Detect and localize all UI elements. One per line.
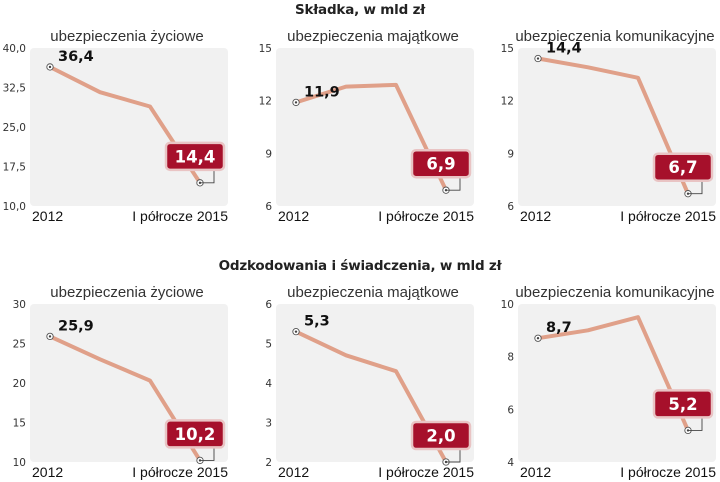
end-value-box — [410, 420, 472, 451]
x-label-start: 2012 — [520, 464, 551, 480]
data-point-dot — [48, 335, 52, 338]
y-tick-label: 17,5 — [3, 162, 26, 174]
x-label-end: I półrocze 2015 — [132, 208, 228, 224]
start-value-label: 11,9 — [304, 84, 340, 100]
end-value-label: 14,4 — [175, 147, 216, 166]
y-tick-label: 25,0 — [3, 122, 26, 134]
series-line — [536, 315, 690, 433]
data-point-dot — [294, 101, 298, 104]
start-value-label: 5,3 — [304, 314, 330, 330]
y-tick-label: 6 — [265, 299, 272, 311]
chart-title: ubezpieczenia komunikacyjne — [515, 28, 714, 45]
x-label-end: I półrocze 2015 — [620, 208, 716, 224]
series-line — [294, 82, 448, 193]
y-tick-label: 30 — [13, 299, 26, 311]
y-tick-label: 40,0 — [3, 43, 26, 55]
chart-title: ubezpieczenia majątkowe — [287, 28, 459, 45]
x-label-start: 2012 — [32, 464, 63, 480]
y-tick-label: 12 — [259, 96, 272, 108]
y-tick-label: 12 — [501, 96, 514, 108]
end-value-box — [652, 152, 714, 182]
y-tick-label: 8 — [507, 352, 514, 364]
y-tick-label: 4 — [265, 378, 272, 390]
data-point-dot — [48, 65, 52, 69]
start-value-label: 25,9 — [58, 318, 94, 334]
chart-premium-property: ubezpieczenia majątkowe 15 12 9 6 2012 I półro… — [246, 26, 478, 226]
y-tick-label: 15 — [501, 43, 514, 55]
y-tick-label: 10,0 — [3, 201, 26, 213]
x-label-end: I półrocze 2015 — [378, 208, 474, 224]
y-tick-label: 6 — [507, 404, 514, 416]
x-label-start: 2012 — [278, 464, 309, 480]
chart-title: ubezpieczenia majątkowe — [287, 284, 459, 301]
line-chart: ubezpieczenia majątkowe 15 12 9 6 2012 I półro… — [259, 28, 475, 224]
chart-premium-life: ubezpieczenia życiowe 40,0 32,5 25,0 17,5 10,… — [0, 26, 232, 226]
plot-area — [518, 304, 716, 462]
y-tick-label: 15 — [13, 418, 26, 430]
y-tick-label: 3 — [265, 418, 272, 430]
start-value-label: 36,4 — [58, 49, 94, 65]
end-leader-line — [200, 169, 215, 184]
series-line — [294, 329, 448, 464]
chart-premium-motor: ubezpieczenia komunikacyjne 15 12 9 6 2012 I p… — [488, 26, 720, 226]
end-leader-line — [688, 417, 703, 431]
end-value-box — [164, 419, 226, 449]
y-tick-label: 6 — [265, 201, 272, 213]
start-value-label: 14,4 — [546, 41, 582, 57]
y-tick-label: 2 — [265, 457, 272, 469]
series-line — [536, 56, 690, 196]
line-chart: ubezpieczenia życiowe 40,0 32,5 25,0 17,5 10,… — [3, 28, 229, 224]
end-value-box — [652, 389, 714, 419]
chart-claims-property: ubezpieczenia majątkowe 6 5 4 3 2 2012 I półroc… — [246, 282, 478, 482]
data-point-dot — [536, 337, 540, 340]
y-tick-label: 10 — [501, 299, 514, 311]
end-value-label: 6,7 — [668, 158, 697, 177]
end-leader-line — [446, 449, 461, 463]
y-tick-label: 6 — [507, 201, 514, 213]
y-tick-label: 15 — [259, 43, 272, 55]
y-tick-label: 9 — [507, 148, 514, 160]
y-tick-label: 32,5 — [3, 83, 26, 95]
section-title-claims: Odzkodowania i świadczenia, w mld zł — [218, 258, 502, 274]
section-title-premium: Składka, w mld zł — [294, 2, 426, 18]
x-label-start: 2012 — [520, 208, 551, 224]
end-value-box — [410, 148, 472, 179]
end-leader-line — [200, 447, 215, 461]
y-tick-label: 4 — [507, 457, 514, 469]
chart-claims-life: ubezpieczenia życiowe 30 25 20 15 10 2012 I pół… — [0, 282, 232, 482]
start-value-label: 8,7 — [546, 320, 572, 336]
data-point-dot — [536, 57, 540, 60]
end-value-box — [164, 141, 226, 172]
y-tick-label: 25 — [13, 339, 26, 351]
x-label-end: I półrocze 2015 — [620, 464, 716, 480]
end-value-label: 5,2 — [668, 395, 697, 414]
x-label-end: I półrocze 2015 — [378, 464, 474, 480]
x-label-start: 2012 — [32, 208, 63, 224]
line-chart: ubezpieczenia życiowe 30 25 20 15 10 2012 I pół… — [13, 284, 229, 480]
chart-title: ubezpieczenia życiowe — [50, 284, 203, 301]
end-value-label: 10,2 — [175, 425, 216, 444]
end-leader-line — [688, 180, 703, 195]
y-tick-label: 5 — [265, 339, 272, 351]
end-value-label: 6,9 — [426, 155, 455, 174]
end-value-label: 2,0 — [426, 427, 455, 446]
data-point-dot — [294, 330, 298, 333]
line-chart: ubezpieczenia majątkowe 6 5 4 3 2 2012 I półroc… — [265, 284, 474, 480]
chart-title: ubezpieczenia życiowe — [50, 28, 203, 45]
y-tick-label: 10 — [13, 457, 26, 469]
y-tick-label: 20 — [13, 378, 26, 390]
chart-claims-motor: ubezpieczenia komunikacyjne 10 8 6 4 2012 I pó… — [488, 282, 720, 482]
chart-title: ubezpieczenia komunikacyjne — [515, 284, 714, 301]
end-leader-line — [446, 177, 461, 191]
x-label-start: 2012 — [278, 208, 309, 224]
y-tick-label: 9 — [265, 148, 272, 160]
x-label-end: I półrocze 2015 — [132, 464, 228, 480]
